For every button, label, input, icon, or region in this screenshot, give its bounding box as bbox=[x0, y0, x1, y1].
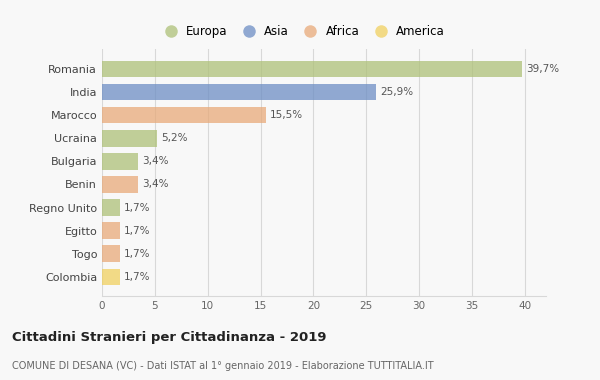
Bar bbox=[102, 153, 138, 169]
Text: 1,7%: 1,7% bbox=[124, 226, 151, 236]
Bar bbox=[102, 222, 120, 239]
Legend: Europa, Asia, Africa, America: Europa, Asia, Africa, America bbox=[154, 21, 449, 43]
Text: COMUNE DI DESANA (VC) - Dati ISTAT al 1° gennaio 2019 - Elaborazione TUTTITALIA.: COMUNE DI DESANA (VC) - Dati ISTAT al 1°… bbox=[12, 361, 434, 371]
Bar bbox=[102, 245, 120, 262]
Text: Cittadini Stranieri per Cittadinanza - 2019: Cittadini Stranieri per Cittadinanza - 2… bbox=[12, 331, 326, 344]
Bar bbox=[102, 61, 521, 77]
Bar bbox=[102, 84, 376, 100]
Bar bbox=[102, 176, 138, 193]
Bar bbox=[102, 107, 266, 124]
Text: 1,7%: 1,7% bbox=[124, 203, 151, 212]
Bar bbox=[102, 269, 120, 285]
Text: 15,5%: 15,5% bbox=[270, 110, 303, 120]
Text: 25,9%: 25,9% bbox=[380, 87, 413, 97]
Text: 39,7%: 39,7% bbox=[526, 64, 559, 74]
Text: 1,7%: 1,7% bbox=[124, 272, 151, 282]
Text: 1,7%: 1,7% bbox=[124, 249, 151, 259]
Text: 3,4%: 3,4% bbox=[142, 179, 169, 190]
Text: 5,2%: 5,2% bbox=[161, 133, 188, 143]
Text: 3,4%: 3,4% bbox=[142, 156, 169, 166]
Bar bbox=[102, 130, 157, 147]
Bar bbox=[102, 199, 120, 216]
